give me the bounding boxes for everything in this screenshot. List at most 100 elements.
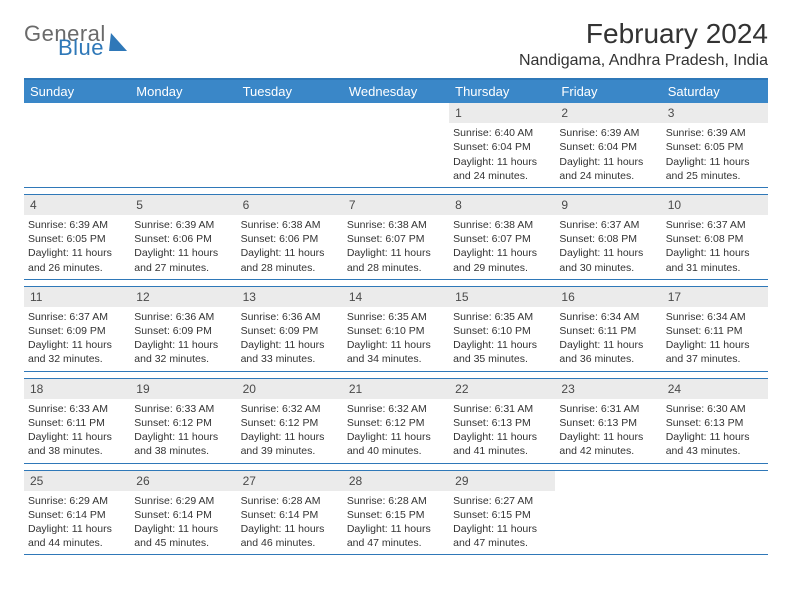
day-number: 13 (237, 287, 343, 307)
calendar-day: 23Sunrise: 6:31 AMSunset: 6:13 PMDayligh… (555, 379, 661, 463)
sunrise-line: Sunrise: 6:31 AM (559, 402, 657, 416)
sunset-line: Sunset: 6:09 PM (28, 324, 126, 338)
sunset-line: Sunset: 6:13 PM (666, 416, 764, 430)
day-number: 24 (662, 379, 768, 399)
weekday-header: Saturday (662, 80, 768, 103)
day-number: 2 (555, 103, 661, 123)
sunrise-line: Sunrise: 6:33 AM (28, 402, 126, 416)
calendar-day: 29Sunrise: 6:27 AMSunset: 6:15 PMDayligh… (449, 471, 555, 555)
calendar-day: 14Sunrise: 6:35 AMSunset: 6:10 PMDayligh… (343, 287, 449, 371)
sunrise-line: Sunrise: 6:38 AM (453, 218, 551, 232)
weekday-header: Sunday (24, 80, 130, 103)
sunset-line: Sunset: 6:06 PM (134, 232, 232, 246)
daylight-line: Daylight: 11 hours and 47 minutes. (347, 522, 445, 550)
sunset-line: Sunset: 6:09 PM (241, 324, 339, 338)
daylight-line: Daylight: 11 hours and 42 minutes. (559, 430, 657, 458)
weekday-header-row: SundayMondayTuesdayWednesdayThursdayFrid… (24, 80, 768, 103)
sunrise-line: Sunrise: 6:35 AM (347, 310, 445, 324)
calendar: SundayMondayTuesdayWednesdayThursdayFrid… (24, 78, 768, 555)
sunset-line: Sunset: 6:12 PM (347, 416, 445, 430)
day-number (555, 471, 661, 491)
sunset-line: Sunset: 6:14 PM (241, 508, 339, 522)
sunrise-line: Sunrise: 6:40 AM (453, 126, 551, 140)
calendar-day: 21Sunrise: 6:32 AMSunset: 6:12 PMDayligh… (343, 379, 449, 463)
calendar-day: 1Sunrise: 6:40 AMSunset: 6:04 PMDaylight… (449, 103, 555, 187)
calendar-day-empty (130, 103, 236, 187)
daylight-line: Daylight: 11 hours and 28 minutes. (241, 246, 339, 274)
daylight-line: Daylight: 11 hours and 33 minutes. (241, 338, 339, 366)
day-number: 28 (343, 471, 449, 491)
day-number: 22 (449, 379, 555, 399)
sunrise-line: Sunrise: 6:37 AM (559, 218, 657, 232)
sunset-line: Sunset: 6:08 PM (666, 232, 764, 246)
daylight-line: Daylight: 11 hours and 27 minutes. (134, 246, 232, 274)
sunrise-line: Sunrise: 6:38 AM (241, 218, 339, 232)
day-number: 4 (24, 195, 130, 215)
day-number: 16 (555, 287, 661, 307)
sunset-line: Sunset: 6:11 PM (28, 416, 126, 430)
sunrise-line: Sunrise: 6:34 AM (666, 310, 764, 324)
day-number: 18 (24, 379, 130, 399)
calendar-day: 25Sunrise: 6:29 AMSunset: 6:14 PMDayligh… (24, 471, 130, 555)
daylight-line: Daylight: 11 hours and 38 minutes. (28, 430, 126, 458)
daylight-line: Daylight: 11 hours and 34 minutes. (347, 338, 445, 366)
brand-logo: General Blue (24, 18, 128, 58)
daylight-line: Daylight: 11 hours and 24 minutes. (559, 155, 657, 183)
daylight-line: Daylight: 11 hours and 39 minutes. (241, 430, 339, 458)
calendar-day: 3Sunrise: 6:39 AMSunset: 6:05 PMDaylight… (662, 103, 768, 187)
calendar-day-empty (237, 103, 343, 187)
sunrise-line: Sunrise: 6:29 AM (134, 494, 232, 508)
daylight-line: Daylight: 11 hours and 35 minutes. (453, 338, 551, 366)
daylight-line: Daylight: 11 hours and 41 minutes. (453, 430, 551, 458)
location-subtitle: Nandigama, Andhra Pradesh, India (519, 52, 768, 70)
calendar-day: 12Sunrise: 6:36 AMSunset: 6:09 PMDayligh… (130, 287, 236, 371)
sunset-line: Sunset: 6:15 PM (347, 508, 445, 522)
day-number (24, 103, 130, 123)
brand-word-2: Blue (58, 38, 106, 58)
sunset-line: Sunset: 6:10 PM (453, 324, 551, 338)
sunset-line: Sunset: 6:06 PM (241, 232, 339, 246)
sunrise-line: Sunrise: 6:39 AM (666, 126, 764, 140)
sunset-line: Sunset: 6:05 PM (666, 140, 764, 154)
sunset-line: Sunset: 6:15 PM (453, 508, 551, 522)
day-number: 7 (343, 195, 449, 215)
weekday-header: Wednesday (343, 80, 449, 103)
calendar-day: 20Sunrise: 6:32 AMSunset: 6:12 PMDayligh… (237, 379, 343, 463)
sail-icon (109, 33, 129, 51)
sunset-line: Sunset: 6:12 PM (241, 416, 339, 430)
sunset-line: Sunset: 6:05 PM (28, 232, 126, 246)
calendar-day: 10Sunrise: 6:37 AMSunset: 6:08 PMDayligh… (662, 195, 768, 279)
daylight-line: Daylight: 11 hours and 32 minutes. (134, 338, 232, 366)
day-number: 9 (555, 195, 661, 215)
sunset-line: Sunset: 6:11 PM (666, 324, 764, 338)
day-number: 27 (237, 471, 343, 491)
calendar-week: 1Sunrise: 6:40 AMSunset: 6:04 PMDaylight… (24, 103, 768, 188)
sunrise-line: Sunrise: 6:39 AM (134, 218, 232, 232)
calendar-day: 4Sunrise: 6:39 AMSunset: 6:05 PMDaylight… (24, 195, 130, 279)
sunset-line: Sunset: 6:09 PM (134, 324, 232, 338)
sunrise-line: Sunrise: 6:28 AM (347, 494, 445, 508)
daylight-line: Daylight: 11 hours and 38 minutes. (134, 430, 232, 458)
sunrise-line: Sunrise: 6:31 AM (453, 402, 551, 416)
weekday-header: Friday (555, 80, 661, 103)
sunrise-line: Sunrise: 6:36 AM (134, 310, 232, 324)
calendar-week: 25Sunrise: 6:29 AMSunset: 6:14 PMDayligh… (24, 470, 768, 556)
day-number: 21 (343, 379, 449, 399)
day-number: 19 (130, 379, 236, 399)
sunrise-line: Sunrise: 6:39 AM (559, 126, 657, 140)
calendar-day: 6Sunrise: 6:38 AMSunset: 6:06 PMDaylight… (237, 195, 343, 279)
day-number: 1 (449, 103, 555, 123)
daylight-line: Daylight: 11 hours and 40 minutes. (347, 430, 445, 458)
sunset-line: Sunset: 6:14 PM (134, 508, 232, 522)
sunset-line: Sunset: 6:11 PM (559, 324, 657, 338)
day-number: 10 (662, 195, 768, 215)
sunset-line: Sunset: 6:08 PM (559, 232, 657, 246)
daylight-line: Daylight: 11 hours and 32 minutes. (28, 338, 126, 366)
calendar-day: 8Sunrise: 6:38 AMSunset: 6:07 PMDaylight… (449, 195, 555, 279)
sunrise-line: Sunrise: 6:30 AM (666, 402, 764, 416)
daylight-line: Daylight: 11 hours and 44 minutes. (28, 522, 126, 550)
sunrise-line: Sunrise: 6:37 AM (28, 310, 126, 324)
day-number: 25 (24, 471, 130, 491)
sunrise-line: Sunrise: 6:35 AM (453, 310, 551, 324)
calendar-day-empty (555, 471, 661, 555)
